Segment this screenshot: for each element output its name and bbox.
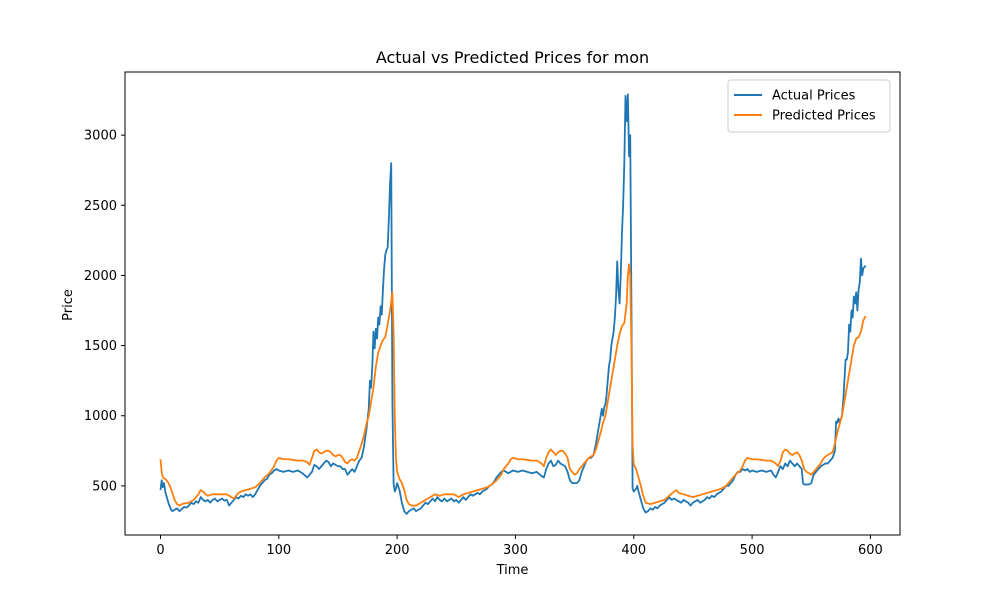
legend-label-actual-prices: Actual Prices — [772, 89, 856, 104]
legend: Actual Prices Predicted Prices — [727, 79, 891, 133]
x-tick-label: 300 — [503, 543, 528, 558]
x-tick-label: 500 — [740, 543, 765, 558]
series-layer — [159, 93, 867, 515]
axes-frame — [124, 71, 901, 536]
series-line-actual-prices — [159, 93, 867, 515]
x-axis-label: Time — [496, 563, 529, 578]
y-tick-label: 1500 — [84, 339, 117, 354]
y-tick-label: 2500 — [84, 199, 117, 214]
chart-title: Actual vs Predicted Prices for mon — [376, 48, 649, 67]
legend-box — [727, 79, 891, 133]
y-tick-label: 2000 — [84, 269, 117, 284]
y-tick-label: 500 — [92, 479, 117, 494]
y-tick-label: 1000 — [84, 409, 117, 424]
x-tick-label: 200 — [385, 543, 410, 558]
x-tick-label: 400 — [621, 543, 646, 558]
axes-layer: 0 100 200 300 400 500 600 500 1000 1500 2000 2500 30… — [84, 71, 901, 558]
y-tick-label: 3000 — [84, 129, 117, 144]
series-line-predicted-prices — [159, 263, 867, 507]
x-tick-label: 0 — [156, 543, 164, 558]
y-axis-label: Price — [61, 289, 76, 321]
x-tick-label: 100 — [266, 543, 291, 558]
x-tick-label: 600 — [858, 543, 883, 558]
legend-label-predicted-prices: Predicted Prices — [772, 109, 876, 124]
